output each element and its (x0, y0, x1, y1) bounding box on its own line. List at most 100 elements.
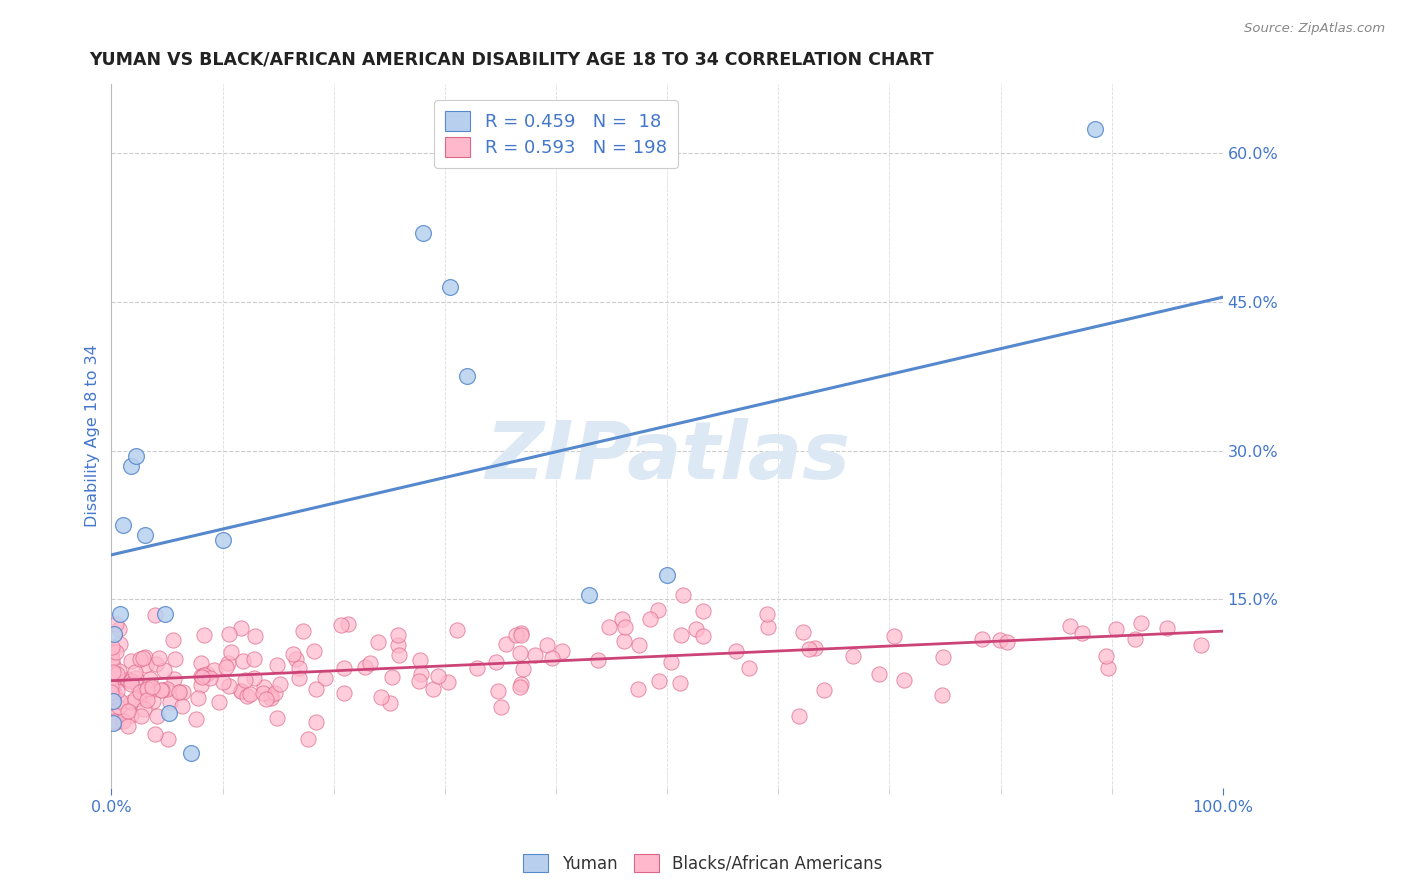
Point (112, 714, 135, 729)
Point (510, 625, 533, 640)
Point (378, 696, 401, 710)
Point (157, 732, 180, 747)
Point (551, 644, 574, 658)
Point (437, 674, 460, 689)
Point (184, 712, 207, 726)
Point (236, 689, 259, 703)
Point (465, 660, 488, 674)
Point (104, 714, 127, 729)
Point (655, 567, 678, 582)
Point (148, 651, 170, 665)
Point (669, 676, 692, 690)
Point (725, 644, 748, 658)
Point (648, 673, 671, 688)
Point (387, 627, 409, 641)
Point (266, 658, 288, 673)
Point (132, 702, 155, 716)
Point (105, 667, 128, 681)
Point (157, 706, 180, 721)
Point (138, 672, 160, 686)
Point (172, 685, 194, 699)
Point (218, 679, 240, 693)
Point (489, 700, 512, 714)
Point (659, 656, 682, 670)
Point (638, 612, 661, 626)
Point (120, 458, 142, 473)
Point (329, 617, 352, 632)
Point (103, 714, 125, 728)
Point (212, 675, 235, 690)
Point (370, 690, 392, 704)
Point (198, 671, 221, 685)
Point (412, 226, 434, 240)
Text: ZIPatlas: ZIPatlas (485, 418, 849, 496)
Point (488, 684, 510, 698)
Point (215, 660, 238, 674)
Point (142, 694, 165, 708)
Point (263, 686, 285, 700)
Point (217, 656, 239, 670)
Point (610, 611, 633, 625)
Point (150, 682, 173, 697)
Point (108, 622, 131, 636)
Point (202, 663, 225, 677)
Point (232, 654, 254, 668)
Point (804, 640, 827, 655)
Point (136, 681, 159, 695)
Point (143, 726, 166, 740)
Point (456, 369, 478, 384)
Point (842, 648, 865, 663)
Point (132, 687, 155, 701)
Point (439, 280, 461, 294)
Point (1095, 648, 1118, 663)
Point (269, 677, 291, 691)
Point (627, 682, 650, 697)
Point (932, 650, 955, 665)
Point (108, 637, 131, 651)
Point (108, 700, 131, 714)
Point (813, 683, 835, 698)
Point (1084, 121, 1107, 136)
Point (135, 658, 157, 673)
Point (162, 633, 184, 648)
Point (146, 709, 169, 723)
Point (107, 664, 129, 678)
Point (305, 682, 328, 697)
Point (242, 671, 264, 685)
Point (120, 707, 142, 722)
Point (129, 652, 152, 666)
Point (103, 686, 125, 700)
Point (208, 695, 231, 709)
Legend: Yuman, Blacks/African Americans: Yuman, Blacks/African Americans (516, 847, 890, 880)
Point (1123, 632, 1146, 646)
Point (242, 651, 264, 665)
Point (100, 645, 122, 659)
Point (505, 628, 527, 642)
Point (231, 684, 253, 698)
Legend: R = 0.459   N =  18, R = 0.593   N = 198: R = 0.459 N = 18, R = 0.593 N = 198 (434, 100, 678, 168)
Point (787, 708, 810, 723)
Point (387, 638, 409, 652)
Point (117, 719, 139, 733)
Point (260, 690, 283, 705)
Point (219, 645, 242, 659)
Point (129, 709, 152, 723)
Point (671, 627, 693, 641)
Point (124, 691, 146, 706)
Point (614, 620, 637, 634)
Point (1130, 616, 1153, 631)
Point (792, 624, 814, 639)
Point (104, 645, 127, 659)
Point (150, 683, 173, 698)
Point (101, 716, 124, 731)
Point (988, 632, 1011, 647)
Point (153, 607, 176, 622)
Point (142, 681, 165, 696)
Point (426, 669, 449, 683)
Point (145, 657, 167, 672)
Point (231, 621, 253, 635)
Point (510, 628, 533, 642)
Point (1105, 622, 1128, 636)
Point (111, 518, 134, 533)
Point (484, 655, 506, 669)
